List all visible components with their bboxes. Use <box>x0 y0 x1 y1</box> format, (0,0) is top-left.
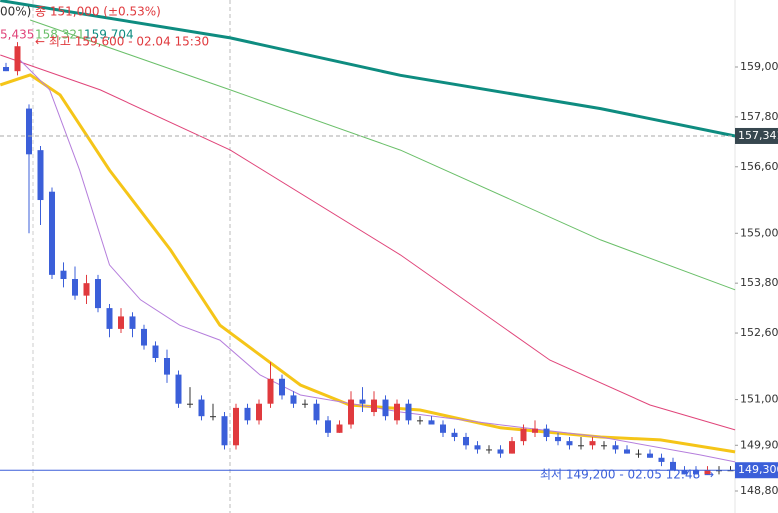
legend-text: 5,435 <box>0 28 34 42</box>
y-tick-label: 159,000 <box>740 60 778 73</box>
y-tick-label: 157,800 <box>740 110 778 123</box>
moving-averages <box>0 0 736 463</box>
candle-body <box>486 449 492 451</box>
candle-body <box>520 428 527 442</box>
candle-body <box>543 428 550 437</box>
candle-body <box>417 420 423 422</box>
price-marker-box <box>735 127 778 144</box>
ma-line <box>0 73 736 454</box>
candle-body <box>244 407 251 421</box>
ma-line <box>0 54 736 431</box>
candle-body <box>681 470 688 475</box>
candle-body <box>704 470 711 475</box>
candle-body <box>566 441 573 446</box>
candle-body <box>394 403 400 421</box>
candle-body <box>348 399 354 425</box>
candle-body <box>336 424 343 433</box>
y-tick-label: 149,900 <box>740 438 778 451</box>
candle-body <box>382 399 389 417</box>
candle-body <box>267 378 274 404</box>
legend-text: 종 151,000 (±0.53%) <box>35 5 161 19</box>
candle-body <box>290 395 297 404</box>
price-marker-box <box>735 462 778 479</box>
candle-body <box>210 416 216 418</box>
y-tick-label: 155,000 <box>740 226 778 239</box>
candle-body <box>152 345 159 358</box>
candle-body <box>451 432 458 437</box>
candle-body <box>3 67 9 72</box>
candle-body <box>106 308 113 329</box>
candle-body <box>313 403 320 421</box>
candle-body <box>371 399 377 413</box>
candle-body <box>624 449 630 454</box>
candle-body <box>497 449 504 454</box>
annotation-high: ← 최고 159,600 - 02.04 15:30 <box>35 35 209 49</box>
candle-body <box>578 445 584 447</box>
overlay: 159,000 157,800 156,600 155,000 153,800 152,6… <box>0 5 778 497</box>
candle-body <box>555 436 561 442</box>
candle-body <box>95 279 101 309</box>
candle-body <box>60 270 67 280</box>
candle-body <box>440 424 446 433</box>
candle-body <box>509 441 515 454</box>
y-tick-label: 148,800 <box>740 484 778 497</box>
candle-body <box>612 445 619 450</box>
price-marker-label: 149,300 <box>738 463 778 476</box>
candle-body <box>658 457 665 462</box>
candle-body <box>589 441 596 446</box>
candle-body <box>405 403 412 421</box>
candle-body <box>118 316 124 329</box>
annotation-low: 최저 149,200 - 02.05 12:48 → <box>540 468 714 482</box>
price-marker-label: 157,341 <box>738 129 778 142</box>
candle-body <box>83 283 90 296</box>
candle-body <box>198 399 205 417</box>
y-tick-label: 156,600 <box>740 160 778 173</box>
candle-body <box>693 470 699 475</box>
candle-body <box>635 453 642 455</box>
candle-body <box>359 399 366 404</box>
candle-body <box>647 453 653 458</box>
candle-body <box>532 428 538 433</box>
candle-body <box>141 328 147 346</box>
y-tick-label: 152,600 <box>740 326 778 339</box>
candle-body <box>221 416 228 446</box>
candle-body <box>49 191 55 275</box>
legend-text: 158,321 <box>35 28 85 42</box>
candle-body <box>164 357 170 375</box>
legend-text: 00%) <box>0 5 31 19</box>
candle-body <box>129 316 136 329</box>
ma-line <box>19 59 736 463</box>
candle-body <box>37 150 44 201</box>
candle-body <box>26 108 32 155</box>
y-tick-label: 153,800 <box>740 276 778 289</box>
ma-line <box>0 0 736 138</box>
candle-body <box>428 420 435 425</box>
candles <box>3 42 734 475</box>
candle-body <box>175 374 182 404</box>
candle-body <box>601 445 607 447</box>
candle-body <box>463 436 469 446</box>
candle-body <box>256 403 262 421</box>
candle-body <box>233 407 239 446</box>
candle-body <box>474 445 481 450</box>
ma-line <box>30 19 736 291</box>
y-tick-label: 151,000 <box>740 393 778 406</box>
candle-body <box>279 378 285 396</box>
candle-body <box>187 403 193 405</box>
candle-body <box>14 46 21 72</box>
legend-text: 159,704 <box>84 28 134 42</box>
candle-body <box>72 279 78 296</box>
candle-body <box>325 420 331 433</box>
candle-body <box>302 403 308 405</box>
candle-body <box>670 461 676 471</box>
